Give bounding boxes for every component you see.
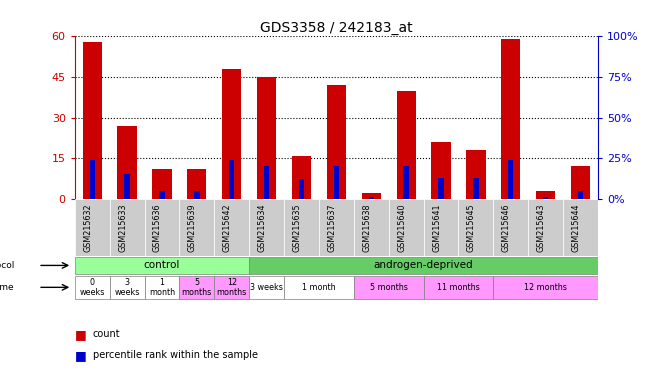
Bar bbox=[501, 39, 521, 199]
Bar bbox=[361, 194, 381, 199]
Text: GSM215644: GSM215644 bbox=[571, 203, 580, 252]
Bar bbox=[369, 197, 374, 199]
FancyBboxPatch shape bbox=[249, 257, 598, 274]
FancyBboxPatch shape bbox=[75, 257, 249, 274]
Text: ■: ■ bbox=[75, 349, 86, 362]
FancyBboxPatch shape bbox=[319, 199, 354, 256]
Text: 11 months: 11 months bbox=[437, 283, 480, 292]
Text: ■: ■ bbox=[75, 328, 86, 341]
Bar bbox=[396, 91, 416, 199]
Text: 5
months: 5 months bbox=[182, 278, 212, 297]
FancyBboxPatch shape bbox=[493, 199, 528, 256]
Text: GSM215645: GSM215645 bbox=[467, 203, 476, 252]
Bar bbox=[327, 85, 346, 199]
Bar bbox=[194, 191, 200, 199]
Bar bbox=[473, 178, 478, 199]
Text: GSM215638: GSM215638 bbox=[362, 203, 371, 252]
Text: GSM215643: GSM215643 bbox=[537, 203, 545, 252]
FancyBboxPatch shape bbox=[249, 276, 284, 299]
FancyBboxPatch shape bbox=[214, 199, 249, 256]
Bar bbox=[333, 166, 339, 199]
Bar bbox=[543, 197, 549, 199]
FancyBboxPatch shape bbox=[179, 199, 214, 256]
Text: GSM215636: GSM215636 bbox=[153, 203, 162, 252]
FancyBboxPatch shape bbox=[144, 276, 179, 299]
Text: GSM215632: GSM215632 bbox=[83, 203, 92, 252]
Text: GSM215634: GSM215634 bbox=[257, 203, 266, 252]
Text: GSM215635: GSM215635 bbox=[292, 203, 302, 252]
Bar bbox=[404, 166, 409, 199]
Text: GSM215640: GSM215640 bbox=[397, 203, 406, 252]
Bar bbox=[222, 69, 241, 199]
FancyBboxPatch shape bbox=[214, 276, 249, 299]
FancyBboxPatch shape bbox=[354, 199, 389, 256]
Bar bbox=[264, 166, 269, 199]
FancyBboxPatch shape bbox=[458, 199, 493, 256]
Text: 12 months: 12 months bbox=[525, 283, 567, 292]
Text: androgen-deprived: androgen-deprived bbox=[374, 260, 473, 270]
Text: GSM215637: GSM215637 bbox=[328, 203, 337, 252]
Text: GSM215641: GSM215641 bbox=[432, 203, 441, 252]
Bar bbox=[152, 169, 172, 199]
FancyBboxPatch shape bbox=[75, 276, 110, 299]
Text: percentile rank within the sample: percentile rank within the sample bbox=[93, 350, 258, 360]
Text: 0
weeks: 0 weeks bbox=[79, 278, 105, 297]
Bar bbox=[257, 77, 276, 199]
FancyBboxPatch shape bbox=[424, 199, 458, 256]
Bar bbox=[118, 126, 136, 199]
FancyBboxPatch shape bbox=[110, 199, 144, 256]
FancyBboxPatch shape bbox=[249, 199, 284, 256]
Bar bbox=[292, 156, 311, 199]
Bar bbox=[90, 160, 95, 199]
Text: 3 weeks: 3 weeks bbox=[250, 283, 283, 292]
FancyBboxPatch shape bbox=[284, 276, 354, 299]
FancyBboxPatch shape bbox=[424, 276, 493, 299]
Bar bbox=[299, 179, 304, 199]
Bar bbox=[187, 169, 207, 199]
FancyBboxPatch shape bbox=[179, 276, 214, 299]
Text: GSM215646: GSM215646 bbox=[502, 203, 511, 252]
Text: GSM215633: GSM215633 bbox=[118, 203, 127, 252]
Bar bbox=[536, 191, 555, 199]
FancyBboxPatch shape bbox=[284, 199, 319, 256]
Bar bbox=[159, 191, 164, 199]
Bar bbox=[124, 174, 130, 199]
Text: count: count bbox=[93, 329, 121, 339]
Text: 3
weeks: 3 weeks bbox=[114, 278, 140, 297]
FancyBboxPatch shape bbox=[354, 276, 424, 299]
Bar bbox=[571, 166, 590, 199]
FancyBboxPatch shape bbox=[493, 276, 598, 299]
Bar bbox=[432, 142, 450, 199]
Bar bbox=[578, 191, 583, 199]
Text: 1
month: 1 month bbox=[149, 278, 175, 297]
Text: 12
months: 12 months bbox=[216, 278, 247, 297]
FancyBboxPatch shape bbox=[389, 199, 424, 256]
Title: GDS3358 / 242183_at: GDS3358 / 242183_at bbox=[260, 22, 413, 35]
Bar bbox=[229, 160, 235, 199]
Text: control: control bbox=[144, 260, 180, 270]
Bar bbox=[508, 160, 514, 199]
FancyBboxPatch shape bbox=[110, 276, 144, 299]
FancyBboxPatch shape bbox=[144, 199, 179, 256]
FancyBboxPatch shape bbox=[528, 199, 563, 256]
FancyBboxPatch shape bbox=[75, 199, 110, 256]
Text: GSM215642: GSM215642 bbox=[223, 203, 231, 252]
Text: 5 months: 5 months bbox=[370, 283, 408, 292]
Text: 1 month: 1 month bbox=[302, 283, 336, 292]
Bar bbox=[438, 178, 444, 199]
FancyBboxPatch shape bbox=[563, 199, 598, 256]
Text: GSM215639: GSM215639 bbox=[188, 203, 197, 252]
Bar bbox=[83, 42, 102, 199]
Text: growth protocol: growth protocol bbox=[0, 261, 14, 270]
Text: time: time bbox=[0, 283, 14, 292]
Bar bbox=[466, 150, 486, 199]
